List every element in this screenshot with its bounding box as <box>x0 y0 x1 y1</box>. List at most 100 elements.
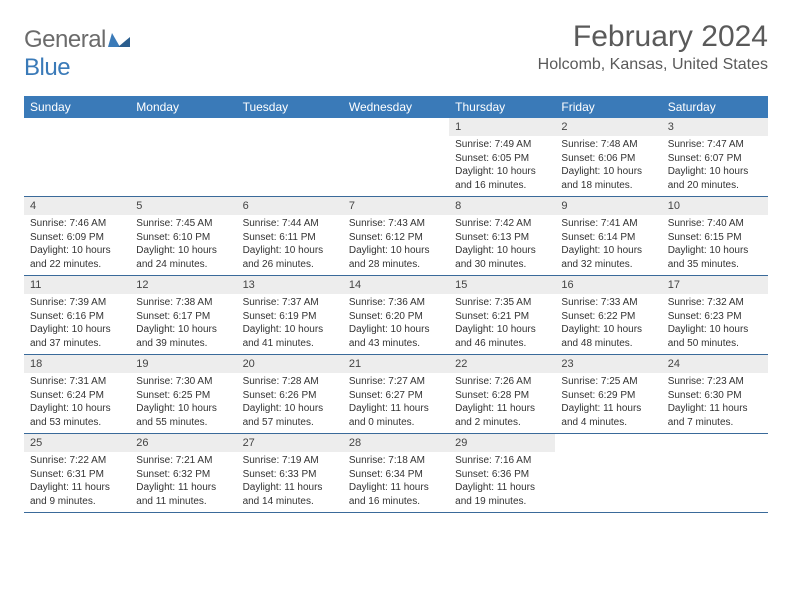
daylight-line-2: and 39 minutes. <box>136 337 230 351</box>
day-cell-empty <box>130 118 236 196</box>
day-number: 7 <box>343 197 449 215</box>
weekday-label: Monday <box>130 96 236 118</box>
day-body: Sunrise: 7:28 AMSunset: 6:26 PMDaylight:… <box>237 373 343 433</box>
daylight-line-2: and 18 minutes. <box>561 179 655 193</box>
day-number: 29 <box>449 434 555 452</box>
day-number: 26 <box>130 434 236 452</box>
daylight-line-2: and 30 minutes. <box>455 258 549 272</box>
daylight-line-1: Daylight: 10 hours <box>455 323 549 337</box>
day-body: Sunrise: 7:45 AMSunset: 6:10 PMDaylight:… <box>130 215 236 275</box>
daylight-line-2: and 7 minutes. <box>668 416 762 430</box>
day-cell: 3Sunrise: 7:47 AMSunset: 6:07 PMDaylight… <box>662 118 768 196</box>
day-number: 15 <box>449 276 555 294</box>
sunset-line: Sunset: 6:05 PM <box>455 152 549 166</box>
sunset-line: Sunset: 6:36 PM <box>455 468 549 482</box>
day-cell: 15Sunrise: 7:35 AMSunset: 6:21 PMDayligh… <box>449 276 555 354</box>
day-number: 27 <box>237 434 343 452</box>
day-cell-empty <box>343 118 449 196</box>
daylight-line-2: and 14 minutes. <box>243 495 337 509</box>
day-body: Sunrise: 7:38 AMSunset: 6:17 PMDaylight:… <box>130 294 236 354</box>
weekday-label: Friday <box>555 96 661 118</box>
day-body: Sunrise: 7:43 AMSunset: 6:12 PMDaylight:… <box>343 215 449 275</box>
daylight-line-1: Daylight: 10 hours <box>668 244 762 258</box>
day-body: Sunrise: 7:22 AMSunset: 6:31 PMDaylight:… <box>24 452 130 512</box>
daylight-line-1: Daylight: 11 hours <box>30 481 124 495</box>
daylight-line-2: and 0 minutes. <box>349 416 443 430</box>
weekday-label: Wednesday <box>343 96 449 118</box>
daylight-line-1: Daylight: 11 hours <box>136 481 230 495</box>
day-cell: 24Sunrise: 7:23 AMSunset: 6:30 PMDayligh… <box>662 355 768 433</box>
daylight-line-2: and 43 minutes. <box>349 337 443 351</box>
day-body: Sunrise: 7:27 AMSunset: 6:27 PMDaylight:… <box>343 373 449 433</box>
day-cell: 21Sunrise: 7:27 AMSunset: 6:27 PMDayligh… <box>343 355 449 433</box>
day-number: 8 <box>449 197 555 215</box>
day-body: Sunrise: 7:26 AMSunset: 6:28 PMDaylight:… <box>449 373 555 433</box>
day-number: 22 <box>449 355 555 373</box>
daylight-line-1: Daylight: 11 hours <box>243 481 337 495</box>
daylight-line-1: Daylight: 10 hours <box>30 323 124 337</box>
sunrise-line: Sunrise: 7:42 AM <box>455 217 549 231</box>
day-number: 13 <box>237 276 343 294</box>
daylight-line-1: Daylight: 11 hours <box>668 402 762 416</box>
day-cell: 18Sunrise: 7:31 AMSunset: 6:24 PMDayligh… <box>24 355 130 433</box>
week-row: 25Sunrise: 7:22 AMSunset: 6:31 PMDayligh… <box>24 434 768 513</box>
day-cell: 12Sunrise: 7:38 AMSunset: 6:17 PMDayligh… <box>130 276 236 354</box>
sunset-line: Sunset: 6:06 PM <box>561 152 655 166</box>
daylight-line-1: Daylight: 10 hours <box>561 244 655 258</box>
day-body: Sunrise: 7:46 AMSunset: 6:09 PMDaylight:… <box>24 215 130 275</box>
week-row: 1Sunrise: 7:49 AMSunset: 6:05 PMDaylight… <box>24 118 768 197</box>
sunrise-line: Sunrise: 7:44 AM <box>243 217 337 231</box>
day-body: Sunrise: 7:49 AMSunset: 6:05 PMDaylight:… <box>449 136 555 196</box>
daylight-line-1: Daylight: 10 hours <box>349 323 443 337</box>
day-number: 24 <box>662 355 768 373</box>
day-cell: 9Sunrise: 7:41 AMSunset: 6:14 PMDaylight… <box>555 197 661 275</box>
weeks-container: 1Sunrise: 7:49 AMSunset: 6:05 PMDaylight… <box>24 118 768 513</box>
daylight-line-1: Daylight: 10 hours <box>243 402 337 416</box>
day-number: 9 <box>555 197 661 215</box>
sunrise-line: Sunrise: 7:48 AM <box>561 138 655 152</box>
daylight-line-1: Daylight: 10 hours <box>455 244 549 258</box>
day-number: 4 <box>24 197 130 215</box>
day-number: 11 <box>24 276 130 294</box>
daylight-line-1: Daylight: 10 hours <box>243 244 337 258</box>
week-row: 18Sunrise: 7:31 AMSunset: 6:24 PMDayligh… <box>24 355 768 434</box>
sunset-line: Sunset: 6:19 PM <box>243 310 337 324</box>
sunset-line: Sunset: 6:26 PM <box>243 389 337 403</box>
day-cell: 5Sunrise: 7:45 AMSunset: 6:10 PMDaylight… <box>130 197 236 275</box>
daylight-line-2: and 22 minutes. <box>30 258 124 272</box>
weekday-label: Sunday <box>24 96 130 118</box>
week-row: 11Sunrise: 7:39 AMSunset: 6:16 PMDayligh… <box>24 276 768 355</box>
daylight-line-2: and 35 minutes. <box>668 258 762 272</box>
daylight-line-1: Daylight: 10 hours <box>349 244 443 258</box>
day-number: 1 <box>449 118 555 136</box>
sunrise-line: Sunrise: 7:47 AM <box>668 138 762 152</box>
day-cell: 4Sunrise: 7:46 AMSunset: 6:09 PMDaylight… <box>24 197 130 275</box>
sunrise-line: Sunrise: 7:18 AM <box>349 454 443 468</box>
day-body: Sunrise: 7:36 AMSunset: 6:20 PMDaylight:… <box>343 294 449 354</box>
day-number: 23 <box>555 355 661 373</box>
daylight-line-1: Daylight: 10 hours <box>561 165 655 179</box>
daylight-line-2: and 16 minutes. <box>455 179 549 193</box>
day-body: Sunrise: 7:44 AMSunset: 6:11 PMDaylight:… <box>237 215 343 275</box>
logo-text-general: General <box>24 26 106 53</box>
day-cell-empty <box>237 118 343 196</box>
day-body: Sunrise: 7:35 AMSunset: 6:21 PMDaylight:… <box>449 294 555 354</box>
day-number: 10 <box>662 197 768 215</box>
daylight-line-1: Daylight: 10 hours <box>455 165 549 179</box>
daylight-line-1: Daylight: 11 hours <box>349 402 443 416</box>
sunset-line: Sunset: 6:23 PM <box>668 310 762 324</box>
sunrise-line: Sunrise: 7:41 AM <box>561 217 655 231</box>
day-number: 5 <box>130 197 236 215</box>
daylight-line-2: and 57 minutes. <box>243 416 337 430</box>
sunset-line: Sunset: 6:30 PM <box>668 389 762 403</box>
daylight-line-1: Daylight: 10 hours <box>30 402 124 416</box>
sunset-line: Sunset: 6:11 PM <box>243 231 337 245</box>
sunset-line: Sunset: 6:32 PM <box>136 468 230 482</box>
day-number: 20 <box>237 355 343 373</box>
day-cell: 1Sunrise: 7:49 AMSunset: 6:05 PMDaylight… <box>449 118 555 196</box>
daylight-line-2: and 9 minutes. <box>30 495 124 509</box>
daylight-line-1: Daylight: 11 hours <box>561 402 655 416</box>
sunrise-line: Sunrise: 7:45 AM <box>136 217 230 231</box>
sunset-line: Sunset: 6:21 PM <box>455 310 549 324</box>
day-number: 21 <box>343 355 449 373</box>
